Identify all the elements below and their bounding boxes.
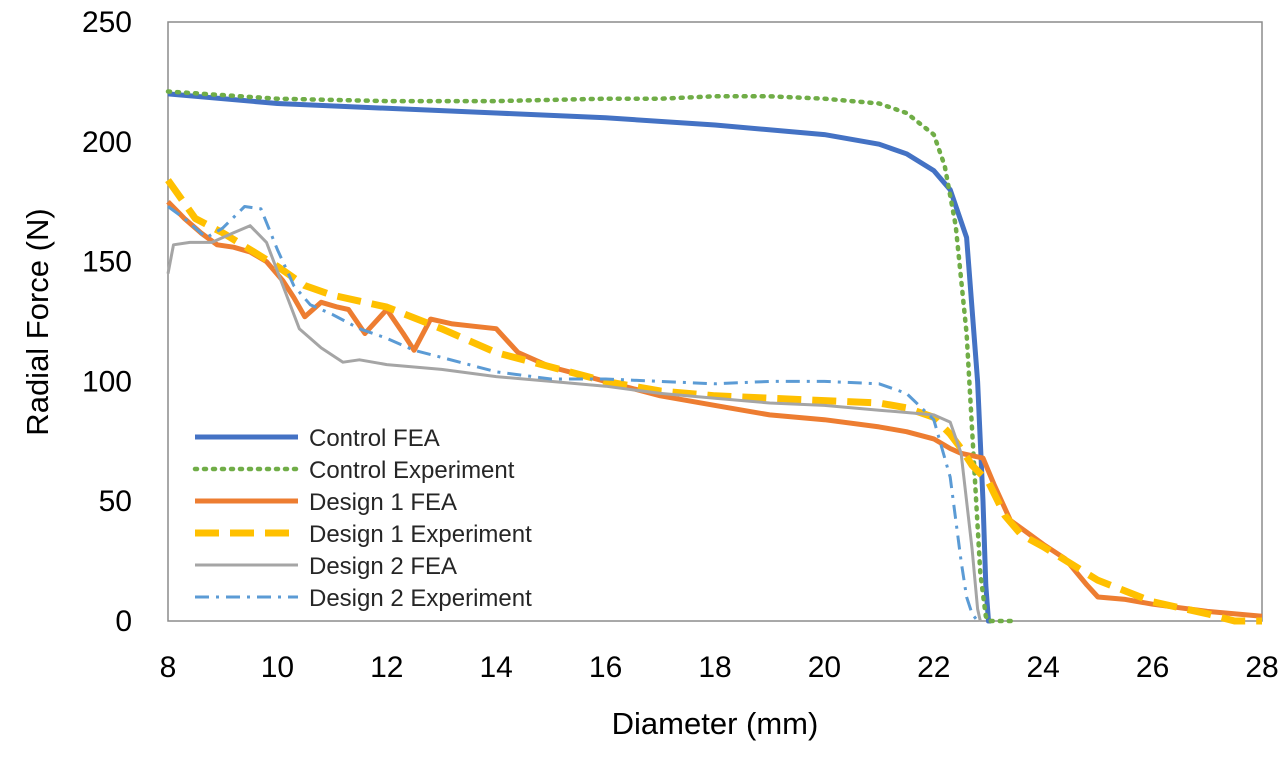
legend: Control FEA Control Experiment Design 1 FE… [192, 425, 532, 612]
series-layer [165, 89, 1263, 625]
legend-label-design-1-experiment: Design 1 Experiment [309, 521, 532, 548]
x-tick-label: 14 [480, 651, 513, 684]
y-tick-label: 250 [82, 6, 132, 39]
series-line-design-2-fea [166, 224, 982, 622]
series-line-control-fea [167, 91, 992, 624]
y-tick-label: 150 [82, 246, 132, 279]
x-tick-label: 18 [698, 651, 731, 684]
x-tick-label: 20 [808, 651, 841, 684]
y-tick-labels: 0 50 100 150 200 250 [82, 6, 132, 638]
x-tick-label: 8 [160, 651, 177, 684]
x-axis-title: Diameter (mm) [612, 706, 819, 741]
x-tick-label: 16 [589, 651, 622, 684]
legend-label-design-2-experiment: Design 2 Experiment [309, 585, 532, 612]
y-axis-title: Radial Force (N) [20, 208, 55, 435]
y-tick-label: 200 [82, 126, 132, 159]
series-line-control-experiment [165, 89, 1019, 624]
x-tick-label: 24 [1027, 651, 1060, 684]
y-tick-label: 50 [99, 485, 132, 518]
y-tick-label: 0 [115, 605, 132, 638]
x-tick-label: 10 [261, 651, 294, 684]
legend-label-control-fea: Control FEA [309, 425, 440, 452]
series-line-design-1-experiment [165, 178, 1262, 625]
series-line-design-2-experiment [167, 205, 979, 622]
legend-label-design-1-fea: Design 1 FEA [309, 489, 457, 516]
y-tick-label: 100 [82, 365, 132, 398]
plot-frame [167, 21, 1263, 622]
legend-label-design-2-fea: Design 2 FEA [309, 553, 457, 580]
x-tick-label: 12 [370, 651, 403, 684]
x-tick-label: 22 [917, 651, 950, 684]
x-tick-label: 26 [1136, 651, 1169, 684]
x-tick-labels: 8 10 12 14 16 18 20 22 24 26 28 [160, 651, 1279, 684]
x-tick-label: 28 [1245, 651, 1278, 684]
legend-label-control-experiment: Control Experiment [309, 457, 515, 484]
